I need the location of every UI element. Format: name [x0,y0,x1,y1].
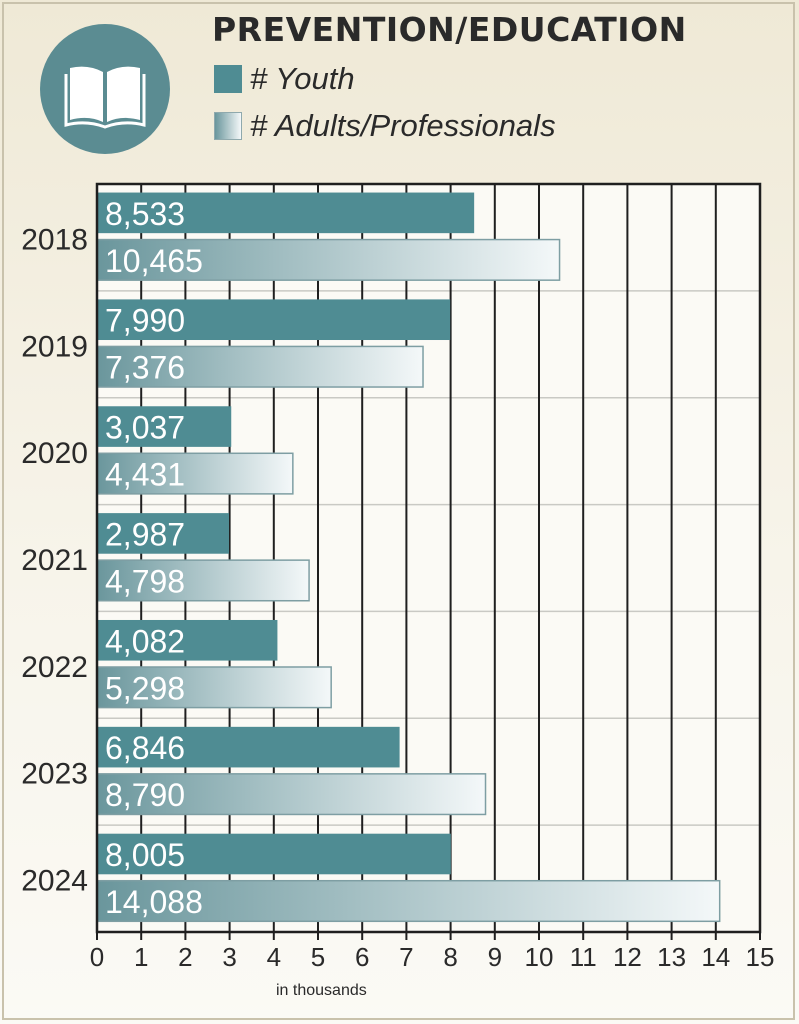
x-tick-label: 2 [178,942,192,972]
bar-adults [96,773,487,816]
legend-item-youth: # Youth [214,61,355,97]
x-tick-label: 13 [657,942,686,972]
x-tick-label: 11 [570,942,597,972]
data-label-adults: 5,298 [105,670,185,706]
x-tick-label: 0 [90,942,104,972]
bar-adults [96,238,561,281]
y-category-label: 2023 [21,758,88,791]
data-label-youth: 2,987 [105,516,185,552]
x-tick-label: 1 [134,942,148,972]
y-category-label: 2019 [21,330,88,363]
data-label-adults: 10,465 [105,243,203,279]
x-tick-label: 4 [267,942,281,972]
bar-adults [96,559,310,602]
x-axis-label: in thousands [276,982,367,999]
legend-label-adults: # Adults/Professionals [250,108,556,143]
legend-swatch-youth [214,65,242,93]
open-book-icon [64,66,146,129]
badge [40,24,170,154]
x-tick-label: 10 [525,942,554,972]
data-label-adults: 8,790 [105,777,185,813]
data-label-youth: 3,037 [105,410,185,446]
bar-youth [97,192,475,234]
x-tick-label: 9 [488,942,502,972]
x-tick-label: 14 [701,942,730,972]
bar-youth [97,833,451,875]
data-label-youth: 8,533 [105,196,185,232]
data-label-adults: 14,088 [105,884,203,920]
y-category-label: 2018 [21,223,88,256]
x-tick-label: 7 [399,942,413,972]
x-tick-label: 8 [443,942,457,972]
chart-title: PREVENTION/EDUCATION [212,10,687,49]
y-category-label: 2020 [21,437,88,470]
data-label-youth: 8,005 [105,837,185,873]
x-tick-label: 6 [355,942,369,972]
x-tick-label: 12 [613,942,642,972]
y-category-label: 2021 [21,544,88,577]
plot-area [97,184,760,932]
y-category-label: 2022 [21,651,88,684]
data-label-adults: 4,798 [105,563,185,599]
bar-youth [97,299,451,341]
bar-adults [96,879,721,923]
bar-youth [97,619,278,661]
bar-adults [96,452,294,495]
legend-item-adults: # Adults/Professionals [214,108,556,144]
x-tick-label: 5 [311,942,325,972]
y-category-label: 2024 [21,865,88,898]
bar-youth [97,406,232,447]
legend-swatch-adults [214,112,242,140]
data-label-adults: 4,431 [105,457,185,493]
bar-adults [96,345,424,388]
x-tick-label: 15 [746,942,775,972]
data-label-youth: 6,846 [105,730,185,766]
x-tick-label: 3 [222,942,236,972]
data-label-youth: 7,990 [105,303,185,339]
data-label-adults: 7,376 [105,350,185,386]
legend-label-youth: # Youth [250,61,355,96]
bar-youth [97,513,230,554]
data-label-youth: 4,082 [105,623,185,659]
bar-adults [96,666,332,709]
plot-border [95,182,762,934]
bar-youth [97,726,400,768]
